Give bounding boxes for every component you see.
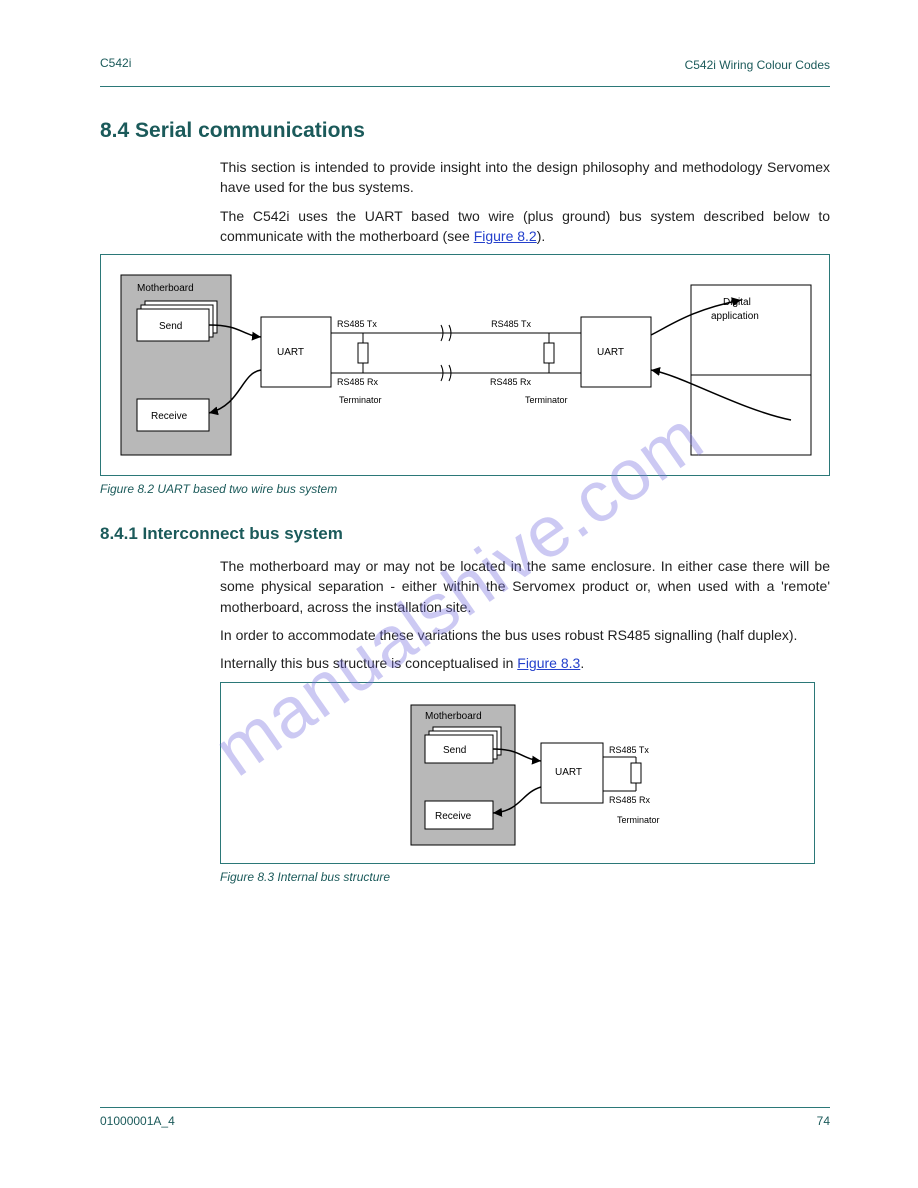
svg-text:RS485 Tx: RS485 Tx (337, 319, 377, 329)
svg-text:RS485 Rx: RS485 Rx (490, 377, 532, 387)
section1-para2-c: ). (537, 228, 546, 244)
svg-text:RS485 Rx: RS485 Rx (337, 377, 379, 387)
svg-text:Receive: Receive (151, 411, 188, 422)
header-rule (100, 86, 830, 87)
svg-text:RS485 Tx: RS485 Tx (491, 319, 531, 329)
footer-left: 01000001A_4 (100, 1114, 175, 1128)
section2-para1: The motherboard may or may not be locate… (220, 556, 830, 617)
section-heading-serial-comms: 8.4 Serial communications (100, 119, 830, 143)
section1-para1: This section is intended to provide insi… (220, 157, 830, 198)
figure-8-2: Motherboard Send Receive UART RS485 Tx R… (100, 254, 830, 476)
svg-text:Terminator: Terminator (617, 815, 660, 825)
svg-text:UART: UART (555, 767, 582, 778)
svg-text:UART: UART (277, 347, 304, 358)
section2-para3-b: . (580, 655, 584, 671)
svg-text:application: application (711, 311, 759, 322)
svg-text:Send: Send (159, 321, 182, 332)
figure-link-8-2[interactable]: Figure 8.2 (474, 228, 537, 244)
svg-text:Terminator: Terminator (339, 395, 382, 405)
figure-8-3: Motherboard Send Receive UART RS485 Tx R… (220, 682, 815, 864)
svg-text:RS485 Tx: RS485 Tx (609, 745, 649, 755)
svg-text:RS485 Rx: RS485 Rx (609, 795, 651, 805)
section2-body: The motherboard may or may not be locate… (220, 556, 830, 673)
svg-text:UART: UART (597, 347, 624, 358)
figure-link-8-3[interactable]: Figure 8.3 (517, 655, 580, 671)
svg-text:Send: Send (443, 745, 466, 756)
page-content: C542i C542i Wiring Colour Codes 8.4 Seri… (0, 0, 918, 924)
svg-text:Receive: Receive (435, 811, 472, 822)
section-heading-interconnect: 8.4.1 Interconnect bus system (100, 524, 830, 544)
section2-para3-a: Internally this bus structure is concept… (220, 655, 517, 671)
figure-8-2-caption: Figure 8.2 UART based two wire bus syste… (100, 482, 830, 496)
section1-para2: The C542i uses the UART based two wire (… (220, 206, 830, 247)
section2-para3: Internally this bus structure is concept… (220, 653, 830, 673)
svg-text:Terminator: Terminator (525, 395, 568, 405)
section1-body: This section is intended to provide insi… (220, 157, 830, 246)
figure-8-3-caption: Figure 8.3 Internal bus structure (220, 870, 830, 884)
footer: 01000001A_4 74 (100, 1107, 830, 1128)
section2-para2: In order to accommodate these variations… (220, 625, 830, 645)
svg-text:Motherboard: Motherboard (137, 283, 194, 294)
header-right: C542i Wiring Colour Codes (100, 58, 830, 72)
svg-text:Motherboard: Motherboard (425, 711, 482, 722)
footer-right: 74 (817, 1114, 830, 1128)
